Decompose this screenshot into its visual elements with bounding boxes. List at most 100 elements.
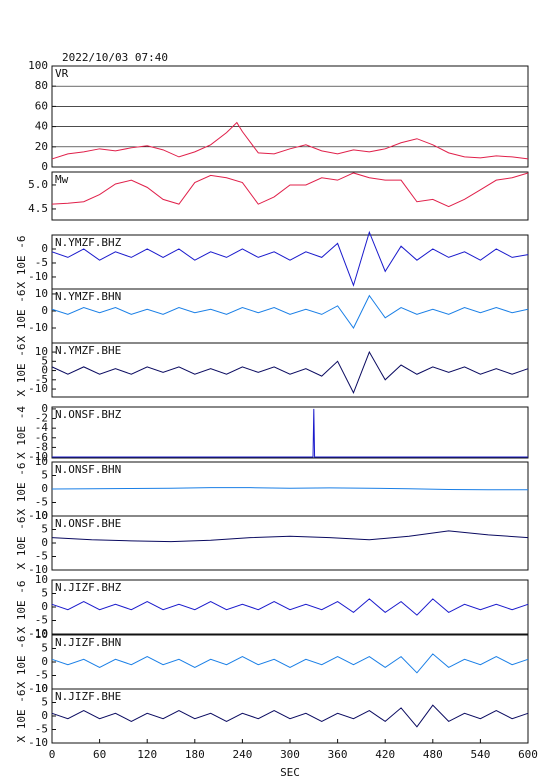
x-tick-label: 480 — [423, 748, 443, 761]
y-tick-label: -5 — [35, 256, 48, 269]
panel-label: N.YMZF.BHZ — [55, 236, 122, 249]
waveform — [51, 294, 529, 329]
y-tick-label: -10 — [28, 382, 48, 395]
panel-label: N.ONSF.BHN — [55, 463, 121, 476]
y-tick-label: 10 — [35, 509, 48, 522]
x-tick-label: 60 — [93, 748, 106, 761]
y-tick-label: -5 — [35, 550, 48, 563]
y-tick-label: 0 — [41, 600, 48, 613]
x-tick-label: 120 — [137, 748, 157, 761]
y-tick-label: -10 — [28, 627, 48, 640]
y-tick-label: -5 — [35, 669, 48, 682]
y-tick-label: 5.0 — [28, 178, 48, 191]
x-tick-label: 540 — [470, 748, 490, 761]
panel-frame — [51, 65, 529, 168]
panel-frame — [51, 342, 529, 398]
y-tick-label: 5 — [41, 354, 48, 367]
waveform — [51, 598, 529, 616]
y-tick-label: -10 — [28, 321, 48, 334]
panel-frame — [51, 515, 529, 571]
y-tick-label: 4.5 — [28, 202, 48, 215]
y-tick-label: -2 — [35, 412, 48, 425]
y-tick-label: 5 — [41, 696, 48, 709]
y-tick-label: -10 — [28, 682, 48, 695]
chart-title: 2022/10/03 07:40 — [62, 51, 168, 64]
panel-frame — [51, 406, 529, 459]
y-axis-label: X 10E -6 — [15, 290, 28, 343]
waveform — [51, 350, 529, 394]
y-axis-label: X 10E -6 — [15, 636, 28, 689]
y-tick-label: -10 — [28, 509, 48, 522]
y-tick-label: 0 — [41, 364, 48, 377]
x-axis-label: SEC — [280, 766, 300, 779]
x-tick-label: 240 — [232, 748, 252, 761]
panel-frame — [51, 234, 529, 290]
panel-label: VR — [55, 67, 69, 80]
y-tick-label: 0 — [41, 655, 48, 668]
y-tick-label: 20 — [35, 140, 48, 153]
y-tick-label: -8 — [35, 440, 48, 453]
y-tick-label: 10 — [35, 628, 48, 641]
waveform — [51, 487, 528, 491]
y-tick-label: 10 — [35, 573, 48, 586]
panel-label: Mw — [55, 173, 69, 186]
panel-frame — [51, 171, 529, 221]
y-tick-label: 0 — [41, 242, 48, 255]
x-tick-label: 180 — [185, 748, 205, 761]
y-tick-label: 0 — [41, 402, 48, 415]
y-tick-label: 10 — [35, 345, 48, 358]
y-tick-label: 5 — [41, 523, 48, 536]
y-axis-label: X 10E -6 — [15, 344, 28, 397]
y-tick-label: 0 — [41, 536, 48, 549]
y-tick-label: 0 — [41, 160, 48, 173]
y-tick-label: 10 — [35, 682, 48, 695]
y-axis-label: X 10E -6 — [15, 581, 28, 634]
y-tick-label: -6 — [35, 431, 48, 444]
panel-frame — [51, 688, 529, 744]
panel-label: N.JIZF.BHE — [55, 690, 121, 703]
waveform — [51, 121, 529, 160]
y-axis-label: X 10E -6 — [15, 463, 28, 516]
y-tick-label: -5 — [35, 614, 48, 627]
y-tick-label: -5 — [35, 373, 48, 386]
y-tick-label: -5 — [35, 496, 48, 509]
waveform — [51, 704, 529, 728]
panel-frame — [51, 288, 529, 344]
y-axis-label: X 10E -6 — [15, 517, 28, 570]
y-axis-label: X 10E -4 — [15, 406, 28, 459]
y-tick-label: -10 — [28, 450, 48, 463]
y-tick-label: 0 — [41, 304, 48, 317]
panel-label: N.ONSF.BHZ — [55, 408, 122, 421]
x-tick-label: 360 — [328, 748, 348, 761]
waveform — [51, 653, 529, 674]
y-tick-label: 5 — [41, 469, 48, 482]
x-tick-label: 420 — [375, 748, 395, 761]
waveform — [51, 230, 529, 287]
y-tick-label: -4 — [35, 421, 49, 434]
panel-label: N.YMZF.BHN — [55, 290, 121, 303]
y-tick-label: 10 — [35, 455, 48, 468]
y-tick-label: 5 — [41, 587, 48, 600]
waveform — [51, 172, 529, 208]
y-axis-label: X 10E -6 — [15, 690, 28, 743]
x-tick-label: 0 — [49, 748, 56, 761]
y-tick-label: 0 — [41, 709, 48, 722]
x-tick-label: 600 — [518, 748, 538, 761]
y-tick-label: -5 — [35, 723, 48, 736]
y-tick-label: -10 — [28, 563, 48, 576]
y-tick-label: 100 — [28, 59, 48, 72]
x-tick-label: 300 — [280, 748, 300, 761]
panel-label: N.ONSF.BHE — [55, 517, 121, 530]
y-tick-label: 80 — [35, 79, 48, 92]
panel-label: N.YMZF.BHE — [55, 344, 121, 357]
y-tick-label: 10 — [35, 287, 48, 300]
waveform — [51, 530, 529, 543]
waveform — [52, 408, 528, 458]
y-tick-label: -10 — [28, 270, 48, 283]
panel-label: N.JIZF.BHZ — [55, 581, 122, 594]
y-tick-label: -10 — [28, 736, 48, 749]
y-tick-label: 60 — [35, 99, 48, 112]
y-tick-label: 0 — [41, 482, 48, 495]
panel-label: N.JIZF.BHN — [55, 636, 121, 649]
